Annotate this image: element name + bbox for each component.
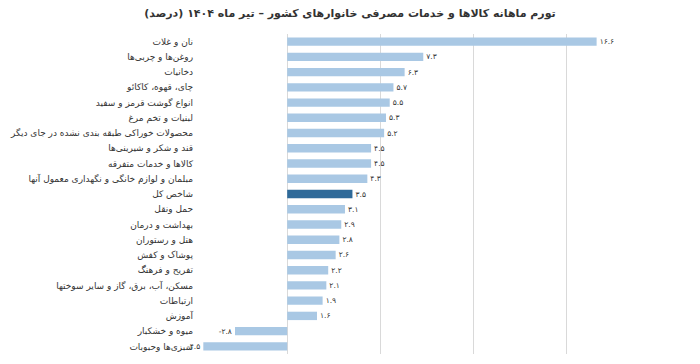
svg-text:مسکن، آب، برق، گاز و سایر سوخت: مسکن، آب، برق، گاز و سایر سوختها [56,280,193,291]
svg-text:۱.۹: ۱.۹ [326,296,336,305]
svg-text:هتل و رستوران: هتل و رستوران [136,235,193,245]
svg-text:-۴.۵: -۴.۵ [187,342,200,351]
svg-text:انواع گوشت قرمز و سفید: انواع گوشت قرمز و سفید [96,97,193,108]
svg-text:کالاها و خدمات متفرقه: کالاها و خدمات متفرقه [108,159,194,169]
svg-text:۴.۵: ۴.۵ [374,159,384,168]
svg-text:۴.۳: ۴.۳ [370,174,380,183]
svg-text:۲.۶: ۲.۶ [339,250,349,259]
svg-text:دخانیات: دخانیات [164,67,193,77]
svg-text:بهداشت و درمان: بهداشت و درمان [130,220,193,230]
svg-text:قند و شکر و شیرینی‌ها: قند و شکر و شیرینی‌ها [108,143,193,153]
svg-text:چای، قهوه، کاکائو: چای، قهوه، کاکائو [126,82,193,92]
svg-text:۵.۲: ۵.۲ [387,129,397,138]
svg-text:۵.۵: ۵.۵ [393,98,403,107]
svg-text:سبزی‌ها وحبوبات: سبزی‌ها وحبوبات [129,342,193,352]
svg-text:مبلمان و لوازم خانگی و نگهداری: مبلمان و لوازم خانگی و نگهداری معمول آنه… [28,173,193,184]
svg-text:۳.۵: ۳.۵ [355,190,365,199]
svg-text:۲.۱: ۲.۱ [329,281,339,290]
svg-text:تورم ماهانه کالاها و خدمات مصر: تورم ماهانه کالاها و خدمات مصرفی خانواره… [144,7,555,20]
svg-text:آموزش: آموزش [166,310,194,321]
svg-text:۷.۳: ۷.۳ [426,52,436,61]
svg-text:تفریح و فرهنگ: تفریح و فرهنگ [138,264,194,275]
svg-text:۴.۵: ۴.۵ [374,144,384,153]
svg-text:۱.۶: ۱.۶ [320,311,331,320]
svg-text:۱۶.۶: ۱۶.۶ [600,37,615,46]
svg-text:۲.۸: ۲.۸ [342,235,352,244]
svg-text:محصولات خوراکی طبقه بندی نشده: محصولات خوراکی طبقه بندی نشده در جای دیگ… [10,127,193,138]
svg-text:شاخص کل: شاخص کل [152,189,193,199]
svg-text:پوشاک و کفش: پوشاک و کفش [137,250,193,260]
svg-text:نان و غلات: نان و غلات [153,37,193,47]
svg-text:میوه و خشکبار: میوه و خشکبار [137,326,194,336]
svg-text:روغن‌ها و چربی‌ها: روغن‌ها و چربی‌ها [127,52,193,62]
svg-text:۲.۲: ۲.۲ [331,266,341,275]
svg-text:۲.۹: ۲.۹ [344,220,354,229]
svg-text:۳.۱: ۳.۱ [348,205,358,214]
svg-text:لبنیات و تخم مرغ: لبنیات و تخم مرغ [129,113,194,124]
svg-text:۶.۳: ۶.۳ [408,68,419,77]
svg-text:۵.۳: ۵.۳ [389,113,399,122]
svg-text:حمل ونقل: حمل ونقل [154,204,193,214]
svg-text:-۲.۸: -۲.۸ [219,327,232,336]
svg-text:ارتباطات: ارتباطات [160,296,193,306]
svg-text:۵.۷: ۵.۷ [396,83,406,92]
